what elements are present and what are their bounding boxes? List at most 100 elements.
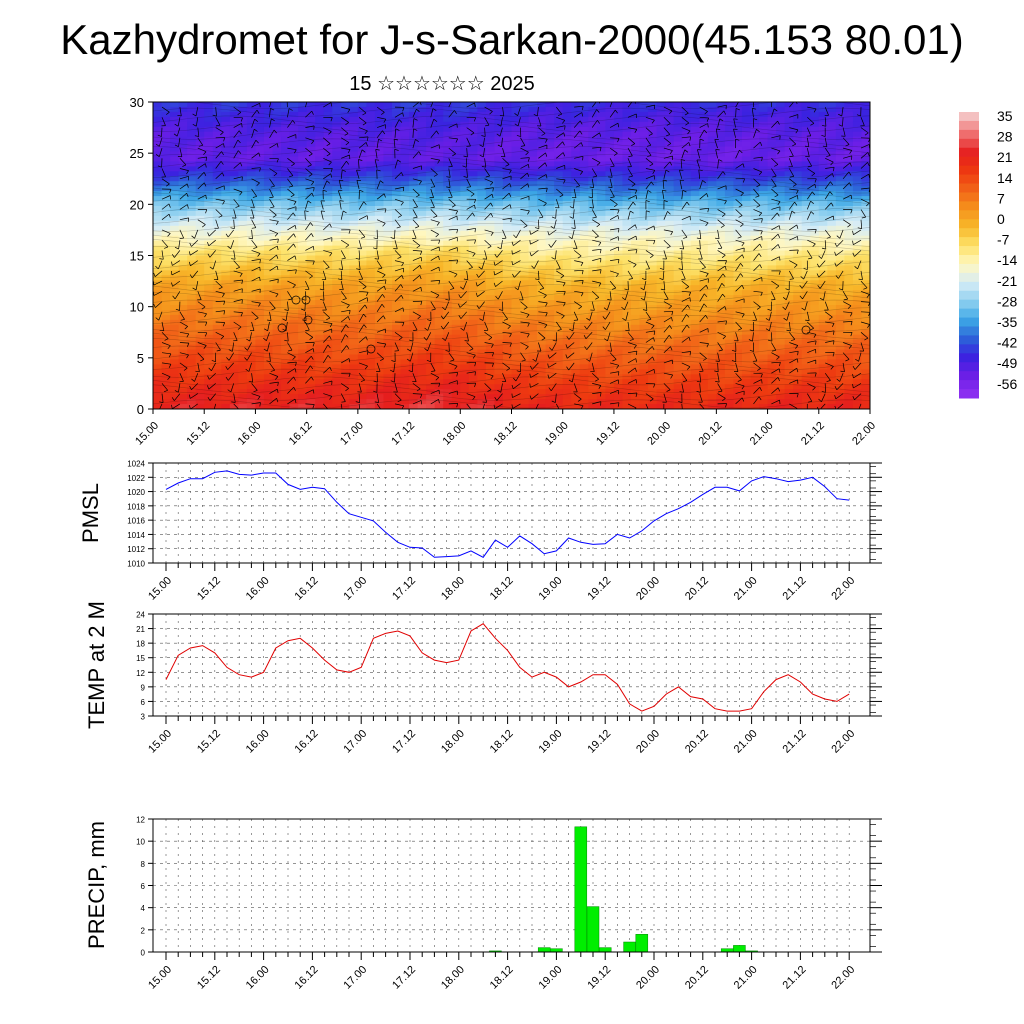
heatmap-cell [409,181,419,187]
heatmap-cell [554,394,564,400]
heatmap-cell [426,240,436,247]
heatmap-cell [426,136,436,143]
heatmap-cell [631,201,641,207]
heatmap-cell [340,314,350,321]
heatmap-cell [827,379,837,385]
heatmap-cell [724,161,735,167]
heatmap-cell [383,314,393,321]
heatmap-cell [665,186,675,192]
heatmap-cell [229,166,239,172]
heatmap-cell [622,339,632,346]
heatmap-cell [485,305,496,311]
heatmap-cell [409,191,419,197]
heatmap-cell [485,235,496,242]
heatmap-cell [605,196,615,202]
heatmap-cell [613,220,624,227]
heatmap-cell [187,225,197,232]
heatmap-cell [682,404,692,409]
heatmap-cell [545,126,555,133]
heatmap-cell [451,191,461,197]
heatmap-cell [221,111,231,118]
heatmap-cell [153,374,163,380]
heatmap-cell [494,116,504,123]
heatmap-cell [366,215,376,222]
heatmap-cell [460,305,470,311]
heatmap-cell [596,290,606,296]
heatmap-cell [588,116,598,123]
heatmap-cell [451,290,461,296]
heatmap-cell [528,161,538,167]
heatmap-cell [613,285,624,291]
heatmap-cell [229,334,239,341]
heatmap-cell [690,201,700,207]
heatmap-cell [383,265,393,271]
heatmap-cell [511,275,521,281]
heatmap-cell [724,220,735,227]
heatmap-cell [520,270,530,276]
heatmap-cell [383,374,393,380]
heatmap-cell [332,314,342,321]
heatmap-cell [511,344,521,351]
heatmap-cell [673,379,683,385]
heatmap-cell [366,181,376,187]
heatmap-cell [246,136,257,143]
heatmap-cell [153,146,163,153]
heatmap-cell [332,250,342,257]
heatmap-cell [229,300,239,306]
heatmap-cell [409,156,419,163]
heatmap-cell [588,106,598,113]
heatmap-cell [426,186,436,192]
heatmap-cell [255,329,265,336]
heatmap-cell [272,265,282,271]
heatmap-cell [374,220,385,227]
heatmap-cell [682,280,692,286]
heatmap-cell [827,364,837,370]
heatmap-cell [801,260,811,266]
heatmap-cell [374,394,385,400]
heatmap-cell [690,116,700,123]
heatmap-cell [741,205,752,212]
heatmap-cell [366,399,376,405]
heatmap-cell [195,359,205,366]
heatmap-cell [366,349,376,356]
heatmap-cell [477,394,487,400]
heatmap-cell [528,210,538,217]
heatmap-cell [153,196,163,202]
heatmap-cell [502,156,513,163]
heatmap-cell [741,151,752,158]
heatmap-cell [357,359,367,366]
heatmap-cell [349,364,359,370]
heatmap-cell [596,235,606,242]
heatmap-cell [161,176,171,182]
heatmap-cell [212,305,222,311]
heatmap-cell [682,146,692,153]
heatmap-cell [784,102,794,108]
heatmap-cell [759,364,769,370]
heatmap-cell [759,235,769,242]
heatmap-cell [665,215,675,222]
heatmap-cell [622,260,632,266]
heatmap-cell [827,339,837,346]
heatmap-cell [306,205,316,212]
heatmap-cell [562,235,572,242]
heatmap-cell [605,116,615,123]
heatmap-cell [383,186,393,192]
heatmap-cell [383,111,393,118]
heatmap-cell [178,146,188,153]
heatmap-cell [332,300,342,306]
heatmap-cell [835,106,845,113]
heatmap-cell [631,369,641,375]
heatmap-cell [315,166,325,172]
heatmap-cell [204,389,214,395]
heatmap-cell [349,379,359,385]
heatmap-cell [801,295,811,301]
heatmap-cell [690,156,700,163]
heatmap-cell [648,260,658,266]
heatmap-cell [520,339,530,346]
heatmap-cell [468,319,478,326]
heatmap-cell [588,270,598,276]
heatmap-cell [818,260,828,266]
heatmap-cell [340,265,350,271]
heatmap-cell [426,126,436,133]
heatmap-cell [733,220,743,227]
